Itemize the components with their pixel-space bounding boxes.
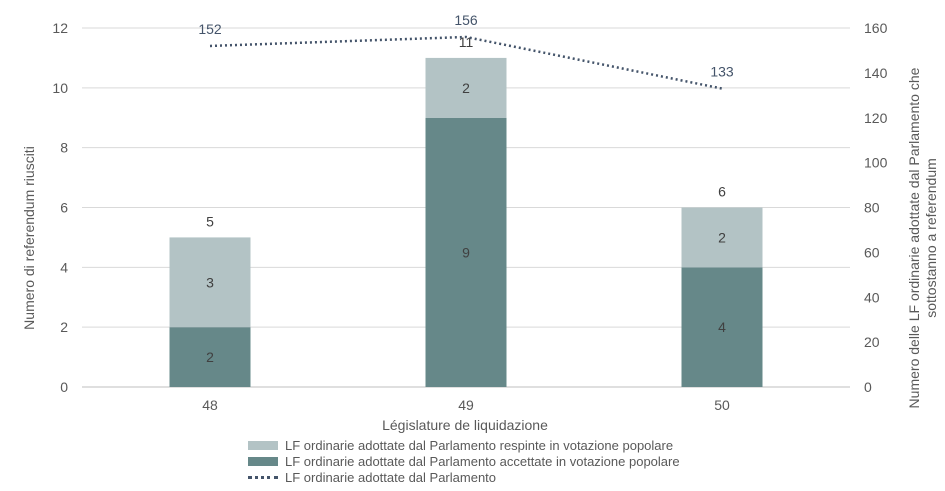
bar-rejected-label: 3 xyxy=(206,274,214,290)
y2-tick-label: 60 xyxy=(864,244,880,260)
bar-total-label: 5 xyxy=(206,213,214,229)
y-axis-title: Numero di referendum riusciti xyxy=(21,146,37,330)
legend: LF ordinarie adottate dal Parlamento res… xyxy=(248,437,680,485)
bar-rejected xyxy=(425,57,507,118)
bar-accepted xyxy=(681,267,763,387)
y2-tick-label: 140 xyxy=(864,65,888,81)
y2-tick-label: 120 xyxy=(864,110,888,126)
legend-swatch-rejected xyxy=(248,440,278,450)
legend-label-total-line: LF ordinarie adottate dal Parlamento xyxy=(285,469,497,485)
legend-label-accepted: LF ordinarie adottate dal Parlamento acc… xyxy=(285,453,680,469)
x-tick-label: 49 xyxy=(458,397,474,413)
bar-rejected-label: 2 xyxy=(718,229,726,245)
y2-tick-label: 20 xyxy=(864,334,880,350)
y2-axis-title-line1: Numero delle LF ordinarie adottate dal P… xyxy=(906,67,922,408)
y-tick-label: 8 xyxy=(60,140,68,156)
y-tick-label: 2 xyxy=(60,319,68,335)
y2-tick-label: 100 xyxy=(864,155,888,171)
line-point-label: 133 xyxy=(710,64,734,80)
bar-rejected-label: 2 xyxy=(462,80,470,96)
y-tick-label: 12 xyxy=(52,20,68,36)
y2-tick-label: 160 xyxy=(864,20,888,36)
bar-rejected xyxy=(169,237,251,328)
y2-tick-label: 0 xyxy=(864,379,872,395)
x-tick-label: 48 xyxy=(202,397,218,413)
y-tick-label: 4 xyxy=(60,259,68,275)
legend-label-rejected: LF ordinarie adottate dal Parlamento res… xyxy=(285,437,674,453)
y-tick-label: 0 xyxy=(60,379,68,395)
y2-axis-title-line2: sottostanno a referendum xyxy=(923,158,939,318)
y-tick-label: 10 xyxy=(52,80,68,96)
bar-rejected xyxy=(681,207,763,268)
line-total xyxy=(209,35,723,90)
x-tick-label: 50 xyxy=(714,397,730,413)
line-series: 152 156 133 xyxy=(198,12,734,90)
line-point-label: 152 xyxy=(198,21,222,37)
x-axis-title: Législature de liquidazione xyxy=(382,417,548,433)
y-tick-label: 6 xyxy=(60,200,68,216)
y2-tick-label: 40 xyxy=(864,289,880,305)
legend-item-accepted: LF ordinarie adottate dal Parlamento acc… xyxy=(248,453,680,469)
bar-accepted xyxy=(425,117,507,387)
legend-swatch-accepted xyxy=(248,456,278,466)
bar-accepted xyxy=(169,327,251,387)
bar-accepted-label: 9 xyxy=(462,244,470,260)
legend-swatch-total-line xyxy=(248,475,278,479)
legend-item-rejected: LF ordinarie adottate dal Parlamento res… xyxy=(248,437,680,453)
bar-total-label: 6 xyxy=(718,184,726,200)
bar-accepted-label: 2 xyxy=(206,349,214,365)
legend-item-total-line: LF ordinarie adottate dal Parlamento xyxy=(248,469,680,485)
bar-accepted-label: 4 xyxy=(718,319,726,335)
y2-tick-label: 80 xyxy=(864,200,880,216)
line-point-label: 156 xyxy=(454,12,478,28)
